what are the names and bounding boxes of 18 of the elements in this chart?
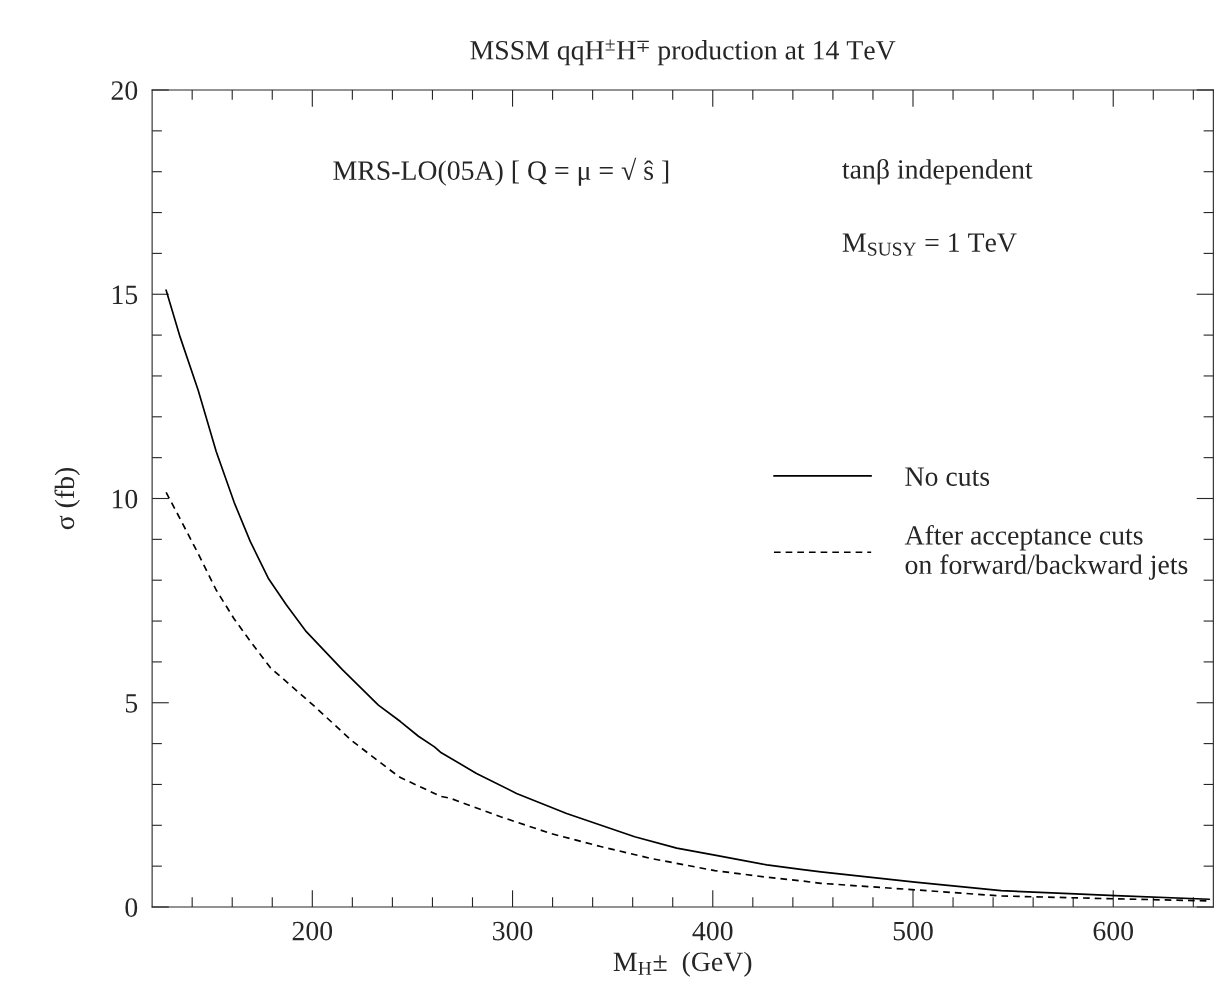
x-tick-label: 600	[1093, 921, 1134, 941]
x-tick-label: 500	[893, 921, 933, 941]
annotation: M$_{SUSY}$ = 1 TeV	[842, 233, 1017, 256]
y-axis-title: σ (fb)	[54, 467, 80, 530]
chart-title: MSSM qqH$^{±}$H$^{∓}$ production at 14 TeV	[470, 39, 896, 66]
y-tick-label: 15	[112, 285, 138, 305]
x-axis-title: M$_{H}$± (GeV)	[613, 951, 752, 977]
legend-label: After acceptance cuts on forward/backward jets	[904, 524, 1188, 580]
x-tick-label: 400	[692, 921, 733, 941]
x-tick-label: 200	[292, 921, 333, 941]
x-tick-label: 300	[493, 921, 533, 941]
y-tick-label: 20	[111, 81, 138, 100]
legend-label: No cuts	[905, 467, 990, 486]
y-tick-label: 5	[125, 694, 138, 713]
annotation: tanβ independent	[842, 158, 1033, 185]
annotation: MRS-LO(05A) [ Q = μ = √ ŝ ]	[333, 157, 669, 186]
y-tick-label: 0	[125, 898, 138, 917]
y-tick-label: 10	[112, 489, 138, 509]
